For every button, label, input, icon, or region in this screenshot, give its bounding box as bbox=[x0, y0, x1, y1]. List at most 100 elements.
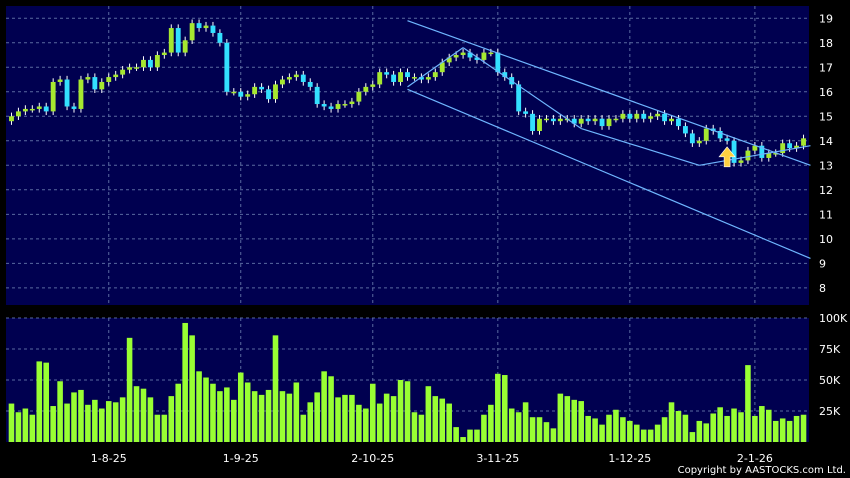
volume-tick-label: 50K bbox=[819, 374, 841, 387]
trendline bbox=[407, 47, 464, 88]
price-tick-label: 15 bbox=[819, 110, 833, 123]
date-tick-label: 2-10-25 bbox=[351, 452, 394, 465]
volume-bar bbox=[439, 398, 446, 442]
price-tick-label: 19 bbox=[819, 12, 833, 25]
candle-body bbox=[599, 118, 605, 127]
arrow-shape bbox=[718, 146, 736, 168]
candle-body bbox=[335, 104, 341, 109]
volume-bar bbox=[772, 420, 779, 442]
volume-bar bbox=[717, 407, 723, 442]
volume-bar bbox=[363, 408, 369, 442]
volume-bar bbox=[467, 429, 473, 442]
date-tick-label: 1-8-25 bbox=[91, 452, 127, 465]
candle-body bbox=[467, 52, 473, 58]
candle-body bbox=[682, 126, 688, 134]
candle-body bbox=[36, 106, 42, 109]
candle-body bbox=[398, 72, 403, 82]
volume-bar bbox=[293, 382, 300, 442]
volume-bar bbox=[578, 401, 584, 442]
volume-bar bbox=[640, 429, 647, 442]
candle-body bbox=[662, 113, 668, 122]
volume-bar bbox=[592, 418, 598, 442]
volume-bar bbox=[57, 381, 63, 442]
volume-bar bbox=[15, 412, 22, 442]
volume-bar bbox=[501, 375, 508, 442]
volume-bar bbox=[50, 406, 56, 442]
candle-body bbox=[210, 25, 216, 33]
volume-bar bbox=[342, 394, 348, 442]
candle-body bbox=[154, 55, 160, 68]
volume-bar bbox=[460, 437, 466, 442]
candle-body bbox=[689, 133, 695, 144]
volume-bar bbox=[307, 402, 314, 442]
volume-bar bbox=[217, 391, 223, 442]
volume-bar bbox=[793, 415, 800, 442]
volume-bar bbox=[112, 402, 119, 442]
volume-tick-label: 75K bbox=[819, 343, 841, 356]
price-tick-label: 14 bbox=[819, 135, 833, 148]
volume-bar bbox=[314, 392, 320, 442]
candle-body bbox=[57, 79, 63, 82]
candle-body bbox=[738, 160, 744, 163]
volume-bar bbox=[557, 393, 564, 442]
candle-body bbox=[696, 140, 702, 144]
candle-body bbox=[446, 57, 452, 63]
volume-bar bbox=[251, 391, 258, 442]
candle-body bbox=[161, 52, 167, 56]
candle-body bbox=[286, 77, 292, 80]
candle-body bbox=[502, 72, 508, 78]
candle-body bbox=[78, 79, 84, 109]
copyright-text: Copyright by AASTOCKS.com Ltd. bbox=[677, 465, 846, 476]
volume-bar bbox=[328, 376, 334, 442]
candle-body bbox=[106, 77, 112, 82]
volume-bar bbox=[92, 399, 98, 442]
candle-body bbox=[71, 106, 77, 109]
candle-body bbox=[245, 94, 251, 97]
candle-body bbox=[634, 113, 640, 119]
candle-body bbox=[370, 84, 376, 87]
candle-body bbox=[314, 86, 320, 105]
candle-body bbox=[168, 28, 174, 53]
date-tick-label: 1-9-25 bbox=[223, 452, 259, 465]
candle-body bbox=[231, 91, 237, 94]
volume-bar bbox=[689, 432, 696, 442]
volume-bar bbox=[599, 424, 605, 442]
candle-body bbox=[585, 118, 591, 122]
volume-bar bbox=[279, 391, 286, 442]
volume-bar bbox=[522, 402, 529, 442]
volume-bar bbox=[724, 415, 730, 442]
volume-bar bbox=[154, 414, 161, 442]
volume-bar bbox=[175, 383, 182, 442]
volume-bar bbox=[606, 414, 612, 442]
candle-body bbox=[92, 77, 98, 90]
volume-bar bbox=[745, 365, 751, 442]
volume-bar bbox=[571, 399, 578, 442]
candle-body bbox=[592, 118, 598, 122]
candle-body bbox=[550, 118, 556, 122]
candle-body bbox=[530, 113, 535, 131]
volume-bar bbox=[383, 393, 390, 442]
volume-bar bbox=[265, 389, 272, 442]
volume-bar bbox=[43, 362, 49, 442]
candle-body bbox=[15, 111, 21, 117]
candle-body bbox=[453, 55, 459, 58]
candle-body bbox=[217, 32, 223, 43]
candle-body bbox=[405, 72, 410, 78]
volume-bar bbox=[71, 392, 77, 442]
volume-bar bbox=[161, 414, 168, 442]
candle-body bbox=[571, 118, 577, 124]
volume-bar bbox=[766, 409, 772, 442]
candle-body bbox=[349, 101, 355, 105]
volume-tick-label: 25K bbox=[819, 405, 841, 418]
volume-bar bbox=[411, 412, 418, 442]
volume-bar bbox=[133, 386, 140, 442]
volume-bar bbox=[196, 371, 202, 442]
volume-bar bbox=[633, 424, 640, 442]
date-axis-labels: 1-8-25 1-9-25 2-10-25 3-11-25 1-12-25 2-1-26 bbox=[91, 452, 773, 465]
volume-bar bbox=[752, 415, 758, 442]
candle-body bbox=[384, 72, 390, 75]
candle-body bbox=[113, 74, 119, 78]
volume-bar bbox=[258, 394, 265, 442]
volume-bar bbox=[404, 381, 411, 442]
